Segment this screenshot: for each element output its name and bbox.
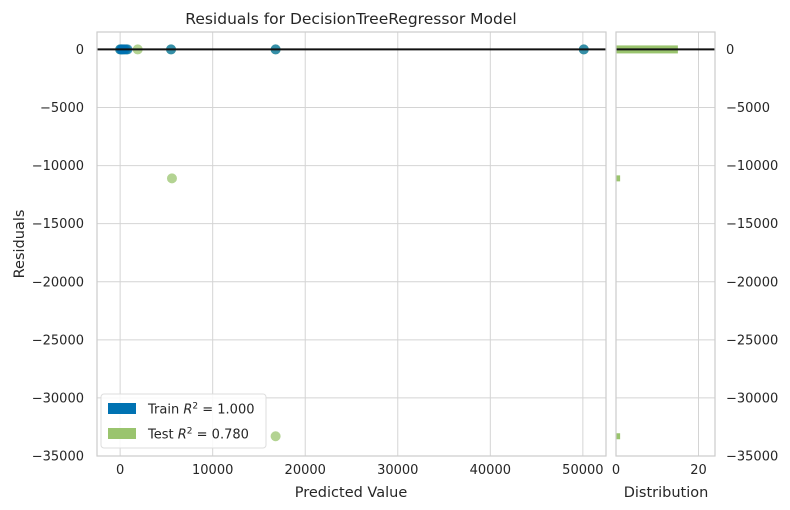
distribution-frame [615, 31, 716, 457]
x-tick-label: 20000 [285, 463, 326, 478]
plot-background [97, 32, 606, 456]
y-axis-label: Residuals [12, 210, 28, 279]
y-tick-label: −30000 [32, 391, 84, 406]
distribution-y-tick-label: −5000 [726, 101, 770, 116]
distribution-y-tick-label: −30000 [726, 391, 778, 406]
legend-superscript: 2 [192, 402, 198, 412]
legend-r2-value: = 1.000 [198, 403, 254, 418]
distribution-x-tick-label: 0 [612, 463, 620, 478]
main-grid [97, 32, 606, 457]
legend-box [100, 393, 267, 449]
distribution-x-tick-label: 20 [690, 463, 707, 478]
y-tick-label: −15000 [32, 217, 84, 232]
main-marks [96, 31, 607, 457]
y-tick-label: −20000 [32, 275, 84, 290]
legend-series-name: Test [147, 428, 178, 443]
distribution-marks [615, 31, 716, 457]
scatter-point-test [166, 173, 177, 184]
x-tick-label: 40000 [470, 463, 511, 478]
distribution-y-tick-label: −15000 [726, 217, 778, 232]
y-tick-label: −35000 [32, 450, 84, 465]
plot-frame [96, 31, 607, 457]
distribution-y-tick-label: −10000 [726, 159, 778, 174]
y-tick-label: −10000 [32, 159, 84, 174]
y-tick-label: −25000 [32, 333, 84, 348]
legend-series-name: Train [147, 403, 183, 418]
legend-r-symbol: R [178, 428, 187, 443]
x-axis-label: Predicted Value [295, 485, 408, 501]
chart-title: Residuals for DecisionTreeRegressor Mode… [185, 10, 516, 28]
distribution-background [616, 32, 715, 456]
legend-r-symbol: R [183, 403, 192, 418]
main-ticks: 0 10000 20000 30000 40000 50000 0 −5000 −10000 −1… [32, 43, 604, 478]
y-tick-label: 0 [76, 43, 84, 58]
x-tick-label: 10000 [192, 463, 233, 478]
distribution-y-tick-label: −35000 [726, 450, 778, 465]
scatter-point-test [270, 431, 281, 442]
legend-label-test: Test R2 = 0.780 [147, 427, 249, 443]
legend-r2-value: = 0.780 [193, 428, 249, 443]
legend-label-train: Train R2 = 1.000 [147, 402, 254, 418]
y-tick-label: −5000 [40, 101, 84, 116]
distribution-grid [615, 32, 715, 457]
distribution-axis-label: Distribution [624, 485, 709, 501]
distribution-y-tick-label: −25000 [726, 333, 778, 348]
distribution-y-tick-label: −20000 [726, 275, 778, 290]
legend-swatch-test [108, 428, 136, 439]
x-tick-label: 30000 [377, 463, 418, 478]
x-tick-label: 0 [116, 463, 124, 478]
distribution-y-tick-label: 0 [726, 43, 734, 58]
legend-superscript: 2 [187, 427, 193, 437]
distribution-ticks: 0 20 0 −5000 −10000 −15000 −20000 −25000 −30000 −… [612, 43, 778, 478]
x-tick-label: 50000 [562, 463, 603, 478]
distribution-bar [616, 175, 621, 182]
legend-swatch-train [108, 403, 136, 414]
distribution-bar [616, 433, 621, 440]
